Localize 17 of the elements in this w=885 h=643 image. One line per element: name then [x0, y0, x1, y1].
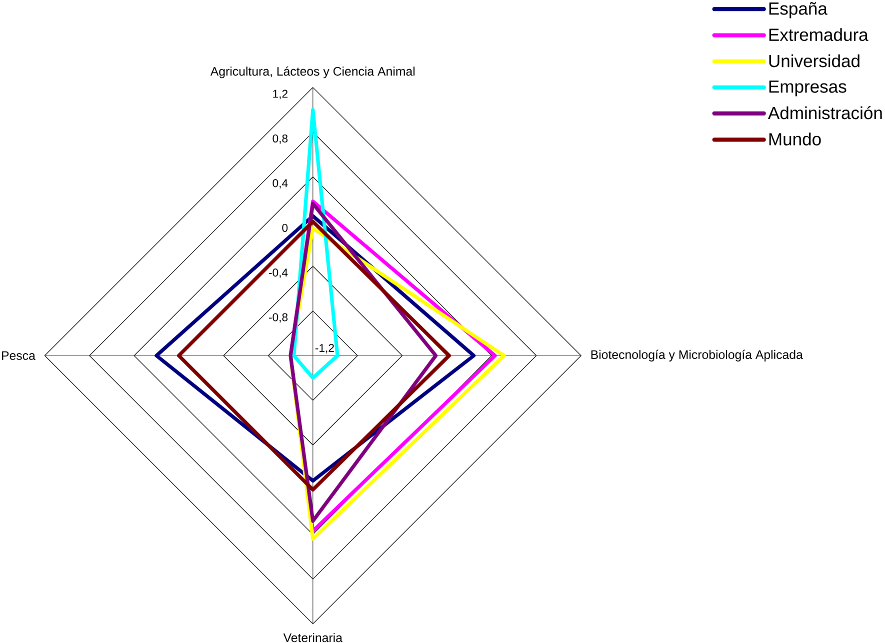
y-tick-label: 0 [282, 224, 288, 232]
spoke-label: Agricultura, Lácteos y Ciencia Animal [210, 66, 415, 78]
y-tick-label: 1,2 [273, 90, 288, 100]
legend-label: Mundo [769, 132, 821, 146]
spoke-label: Veterinaria [283, 632, 342, 642]
legend-label: España [769, 2, 828, 18]
y-tick-label: -1,2 [315, 344, 334, 354]
legend-label: Empresas [769, 80, 846, 96]
legend-label: Universidad [769, 54, 860, 68]
legend-label: Administración [768, 106, 882, 120]
y-tick-label: -0,8 [269, 313, 288, 323]
y-tick-label: -0,4 [269, 268, 288, 278]
spoke-label: Pesca [2, 351, 36, 360]
spoke-label: Biotecnología y Microbiología Aplicada [591, 350, 803, 362]
y-tick-label: 0,8 [272, 134, 288, 144]
y-tick-label: 0,4 [272, 179, 288, 188]
legend-label: Extremadura [769, 28, 868, 41]
